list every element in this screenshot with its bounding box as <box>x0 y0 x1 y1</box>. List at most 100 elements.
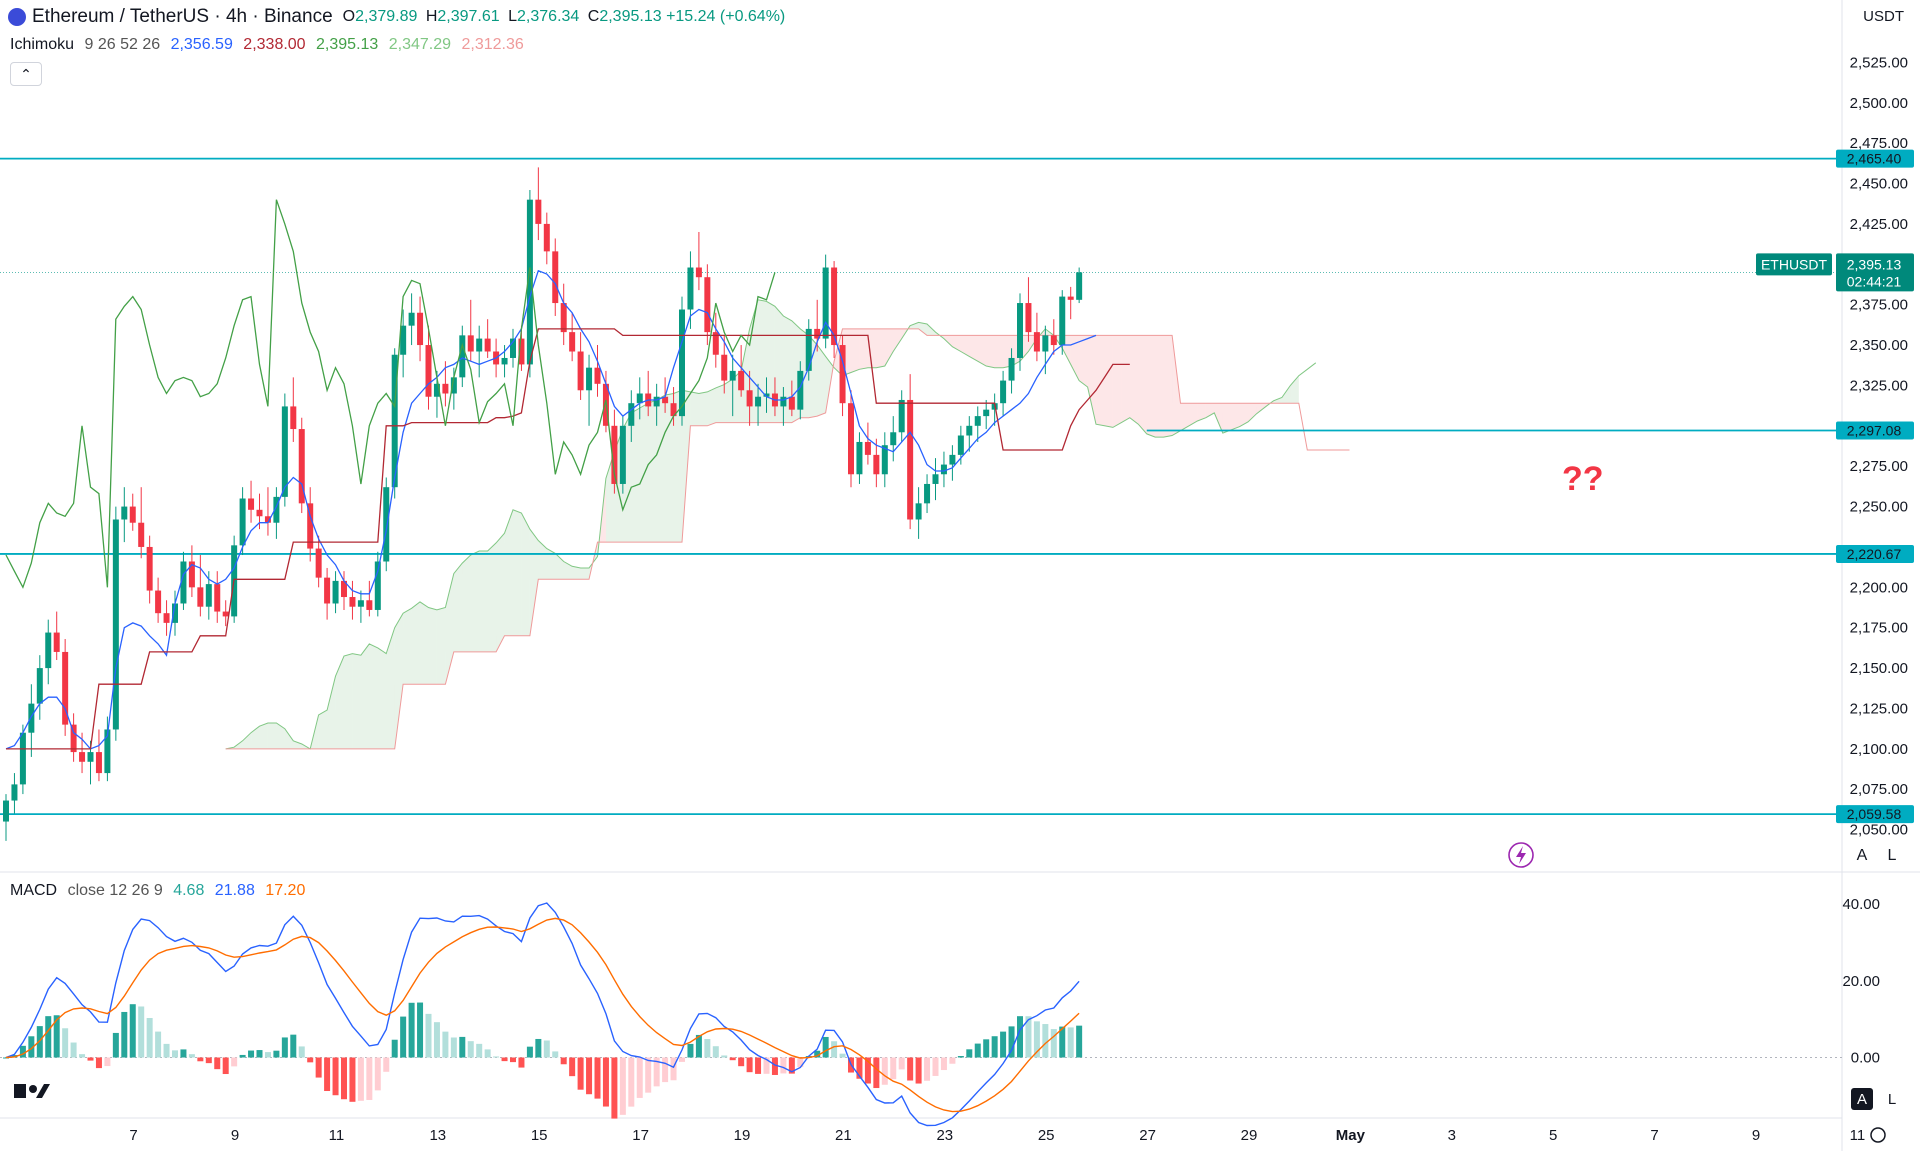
price-tick-label: 2,350.00 <box>1850 337 1908 354</box>
auto-scale-button[interactable]: A <box>1857 847 1868 864</box>
candle-body <box>822 267 829 339</box>
macd-hist-bar <box>484 1049 491 1058</box>
cloud-segment <box>986 335 995 368</box>
time-tick-label: 25 <box>1038 1127 1055 1144</box>
candle-body <box>205 584 212 607</box>
candle-body <box>425 345 432 397</box>
macd-hist-bar <box>721 1055 728 1058</box>
cloud-segment <box>1079 335 1088 388</box>
cloud-segment <box>445 573 454 685</box>
macd-hist-bar <box>628 1057 635 1107</box>
candle-body <box>1008 357 1015 381</box>
cloud-segment <box>513 509 522 636</box>
candle-body <box>577 351 584 391</box>
cloud-segment <box>1172 335 1181 436</box>
candle-body <box>940 464 947 475</box>
candle-body <box>755 396 762 407</box>
candle-body <box>188 561 195 588</box>
candle-body <box>543 223 550 252</box>
candle-body <box>70 724 77 753</box>
candle-body <box>3 800 9 822</box>
tradingview-logo-part <box>36 1084 50 1098</box>
candle-body <box>273 496 280 523</box>
candle-body <box>400 325 407 355</box>
candle-body <box>222 611 229 617</box>
cloud-segment <box>927 324 936 336</box>
macd-hist-bar <box>155 1031 162 1058</box>
candle-body <box>864 441 871 455</box>
cloud-segment <box>242 732 252 749</box>
macd-hist-bar <box>467 1041 474 1058</box>
macd-hist-bar <box>746 1057 753 1073</box>
log-scale-button[interactable]: L <box>1888 847 1897 864</box>
macd-hist-bar <box>755 1057 762 1074</box>
macd-hist-bar <box>738 1057 745 1067</box>
macd-hist-bar <box>645 1057 652 1093</box>
ichimoku-value-1: 2,356.59 <box>170 36 233 53</box>
macd-label: MACD <box>10 882 58 899</box>
candle-body <box>594 367 601 384</box>
macd-hist-bar <box>95 1057 102 1069</box>
candle-body <box>848 403 854 475</box>
candle-body <box>112 519 119 730</box>
candle-body <box>1059 296 1066 346</box>
macd-hist-bar <box>476 1043 483 1058</box>
price-tag-value: 2,395.13 <box>1847 256 1902 272</box>
macd-hist-bar <box>949 1057 956 1064</box>
cloud-segment <box>538 540 547 580</box>
candle-body <box>974 416 981 426</box>
cloud-segment <box>910 322 919 329</box>
macd-hist-bar <box>374 1057 381 1091</box>
cloud-segment <box>1112 335 1122 428</box>
candle-body <box>53 632 60 652</box>
macd-tick-label: 20.00 <box>1842 973 1880 990</box>
ichimoku-legend[interactable]: Ichimoku 9 26 52 26 2,356.59 2,338.00 2,… <box>10 36 530 54</box>
macd-legend[interactable]: MACD close 12 26 9 4.68 21.88 17.20 <box>10 882 311 900</box>
macd-hist-bar <box>433 1022 440 1058</box>
candle-body <box>510 338 516 358</box>
price-tick-label: 2,325.00 <box>1850 377 1908 394</box>
cloud-segment <box>436 607 446 685</box>
low-value: 2,376.34 <box>517 8 580 25</box>
macd-hist-bar <box>814 1050 821 1058</box>
candle-body <box>214 584 221 612</box>
macd-hist-bar <box>704 1039 711 1058</box>
close-value: 2,395.13 <box>599 8 662 25</box>
macd-hist-bar <box>569 1057 576 1077</box>
candle-body <box>121 506 128 520</box>
cloud-segment <box>335 655 344 749</box>
macd-hist-bar <box>864 1057 871 1084</box>
level-tag-label: 2,465.40 <box>1847 151 1902 167</box>
macd-hist-bar <box>822 1036 829 1058</box>
macd-hist-bar <box>780 1057 787 1074</box>
macd-hist-bar <box>222 1057 229 1075</box>
cloud-segment <box>977 335 987 367</box>
candle-body <box>163 613 170 623</box>
cloud-segment <box>546 548 556 580</box>
macd-hist-bar <box>3 1057 9 1059</box>
cloud-segment <box>344 653 353 749</box>
collapse-legend-button[interactable]: ⌃ <box>10 62 42 86</box>
macd-hist-bar <box>493 1056 500 1058</box>
candle-body <box>746 390 753 407</box>
macd-hist-bar <box>383 1057 390 1072</box>
macd-hist-bar <box>940 1057 947 1071</box>
candle-body <box>138 522 145 547</box>
macd-hist-bar <box>915 1057 922 1084</box>
candles <box>3 167 1083 841</box>
currency-selector[interactable]: USDT <box>1863 8 1904 25</box>
macd-hist-bar <box>983 1039 990 1058</box>
symbol-tag-label: ETHUSDT <box>1761 256 1828 272</box>
price-tag-countdown: 02:44:21 <box>1847 273 1902 289</box>
cloud-segment <box>656 395 666 543</box>
time-tick-label: 21 <box>835 1127 852 1144</box>
symbol-title[interactable]: Ethereum / TetherUS · 4h · Binance <box>32 6 333 27</box>
high-label: H <box>425 8 438 25</box>
candle-body <box>535 199 542 224</box>
cloud-segment <box>1189 403 1198 426</box>
macd-hist-bar <box>831 1041 838 1058</box>
tradingview-logo-icon <box>14 1084 50 1098</box>
macd-hist-bar <box>281 1037 288 1058</box>
